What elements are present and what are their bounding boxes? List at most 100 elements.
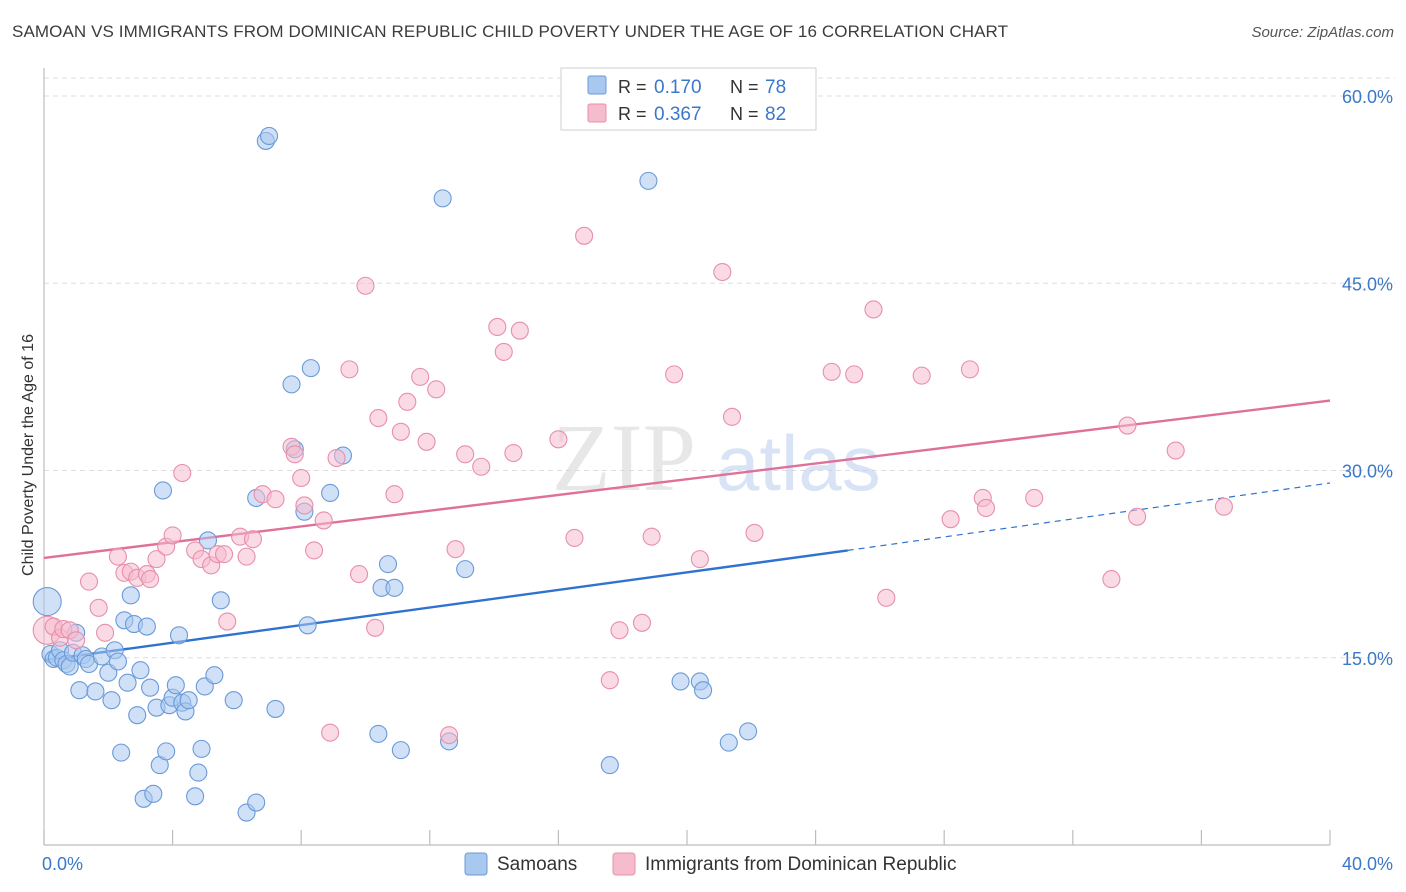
dominican-point (237, 547, 256, 566)
dominican-point (472, 457, 491, 476)
y-axis-label: Child Poverty Under the Age of 16 (20, 334, 37, 576)
samoans-point (639, 171, 658, 190)
legend-swatch-samoans (587, 75, 607, 95)
dominican-point (845, 365, 864, 384)
samoans-point (378, 555, 398, 574)
samoans-point (259, 126, 279, 145)
samoans-point (70, 681, 89, 700)
dominican-point (385, 485, 404, 504)
samoans-point (391, 741, 410, 760)
samoans-point (385, 578, 404, 597)
dominican-point (976, 498, 996, 518)
dominican-point (665, 365, 684, 384)
dominican-point (108, 547, 127, 566)
dominican-point (79, 572, 99, 591)
samoans-point (600, 756, 619, 775)
samoans-point (456, 560, 475, 579)
samoans-point (189, 763, 208, 782)
dominican-point (305, 541, 324, 560)
dominican-point (356, 276, 375, 295)
watermark-zip: ZIP (552, 404, 696, 511)
legend-r-label: R = (618, 77, 647, 97)
y-tick-label: 45.0% (1342, 274, 1393, 294)
samoans-point (694, 681, 713, 700)
samoans-point (141, 678, 160, 697)
samoans-point (157, 742, 176, 761)
dominican-point (173, 463, 192, 483)
samoans-point (86, 682, 105, 701)
samoans-point (169, 626, 189, 645)
samoans-point (282, 375, 301, 394)
x-tick-labels: 0.0% 40.0% (42, 854, 1393, 874)
dominican-point (1166, 441, 1185, 460)
legend-n-value: 78 (765, 77, 786, 98)
series-dominican-points (32, 226, 1233, 745)
samoans-point (433, 189, 452, 208)
dominican-point (822, 362, 841, 381)
dominican-point (292, 468, 311, 488)
samoans-point (121, 586, 140, 605)
samoans-point (32, 587, 62, 617)
legend-swatch-dominican (612, 852, 636, 876)
dominican-point (218, 612, 237, 631)
samoans-point (266, 699, 285, 718)
dominican-point (1118, 416, 1137, 435)
dominican-point (427, 380, 446, 399)
samoans-point (112, 743, 131, 762)
dominican-point (141, 570, 160, 589)
samoans-point (369, 724, 388, 743)
series-samoans-points (32, 126, 758, 822)
samoans-point (739, 722, 758, 741)
dominican-point (391, 422, 410, 441)
dominican-point (89, 598, 108, 617)
dominican-point (565, 528, 584, 547)
gridlines (44, 77, 1395, 659)
samoans-point (247, 793, 266, 812)
dominican-point (340, 360, 359, 379)
dominican-point (912, 366, 931, 385)
series-legend: Samoans Immigrants from Dominican Republ… (464, 852, 957, 876)
y-tick-label: 30.0% (1342, 462, 1393, 482)
x-tick-label: 40.0% (1342, 854, 1393, 874)
dominican-point (713, 262, 732, 282)
dominican-trend-line (43, 399, 1331, 560)
legend-n-label: N = (730, 104, 759, 124)
chart-title: SAMOAN VS IMMIGRANTS FROM DOMINICAN REPU… (12, 22, 1009, 41)
dominican-point (440, 726, 459, 745)
samoans-point (179, 691, 198, 710)
samoans-point (298, 616, 317, 635)
dominican-point (877, 588, 896, 607)
samoans-point (131, 661, 150, 680)
dominican-point (243, 530, 263, 549)
dominican-point (285, 445, 304, 464)
x-tick-label: 0.0% (42, 854, 83, 874)
watermark-atlas: atlas (716, 419, 881, 507)
dominican-point (610, 621, 629, 640)
dominican-point (632, 613, 652, 632)
samoans-point (321, 483, 340, 503)
dominican-point (494, 342, 513, 361)
dominican-point (411, 367, 430, 386)
samoans-point (144, 784, 163, 803)
legend-r-label: R = (618, 104, 647, 124)
dominican-point (446, 540, 465, 559)
watermark: ZIP atlas (552, 404, 881, 511)
dominican-point (366, 618, 385, 637)
samoans-point (186, 787, 205, 806)
correlation-legend: R = 0.170 N = 78 R = 0.367 N = 82 (560, 67, 817, 131)
legend-n-value: 82 (765, 104, 786, 125)
legend-swatch-samoans (464, 852, 488, 876)
dominican-point (488, 317, 507, 336)
dominican-point (941, 510, 960, 529)
dominican-point (327, 448, 346, 468)
dominican-point (417, 432, 436, 451)
samoans-point (128, 706, 147, 725)
dominican-point (504, 443, 523, 463)
dominican-point (295, 496, 314, 515)
dominican-point (67, 631, 86, 650)
y-tick-label: 60.0% (1342, 87, 1393, 107)
dominican-point (1214, 497, 1233, 516)
samoans-point (153, 481, 173, 500)
samoans-point (102, 691, 121, 710)
samoans-point (192, 739, 211, 758)
